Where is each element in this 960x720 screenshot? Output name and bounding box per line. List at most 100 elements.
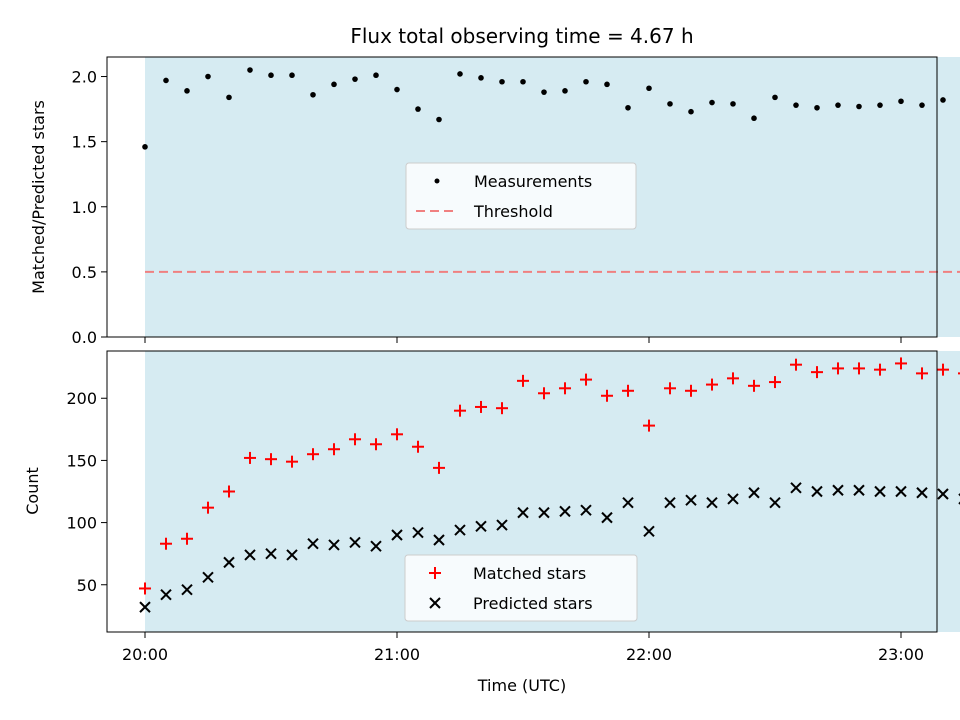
legend-predicted-label: Predicted stars xyxy=(473,594,593,613)
measurement-point xyxy=(667,101,673,107)
measurement-point xyxy=(625,104,631,111)
matched-star-point xyxy=(265,453,277,466)
predicted-star-point xyxy=(769,496,781,509)
matched-star-point xyxy=(706,378,718,391)
matched-star-point xyxy=(370,438,382,451)
predicted-star-point xyxy=(433,534,445,546)
y-tick-label: 2.0 xyxy=(72,68,97,87)
matched-star-point xyxy=(601,389,613,402)
predicted-star-point xyxy=(727,493,739,505)
matched-star-point xyxy=(454,404,466,417)
predicted-star-point xyxy=(874,485,886,498)
predicted-star-point xyxy=(685,494,697,506)
matched-star-point xyxy=(643,419,655,432)
y-tick-label: 1.0 xyxy=(72,198,97,217)
predicted-star-point xyxy=(391,529,403,541)
matched-star-point xyxy=(832,362,844,375)
measurement-point xyxy=(436,116,442,123)
predicted-star-point xyxy=(412,526,424,539)
measurement-point xyxy=(541,89,547,95)
measurement-point xyxy=(415,106,421,112)
measurement-point xyxy=(331,81,337,88)
legend-threshold-label: Threshold xyxy=(473,202,553,221)
matched-star-point xyxy=(937,363,949,376)
measurement-point xyxy=(709,99,715,106)
predicted-star-point xyxy=(265,547,277,560)
measurement-point xyxy=(898,98,904,105)
predicted-star-point xyxy=(286,549,298,561)
measurement-point xyxy=(394,86,400,93)
measurement-point xyxy=(877,102,883,108)
measurement-point xyxy=(919,102,925,108)
measurement-point xyxy=(730,101,736,107)
measurement-point xyxy=(499,78,505,85)
measurement-point xyxy=(457,71,463,77)
y-tick-label: 0.5 xyxy=(72,263,97,282)
matched-star-point xyxy=(559,382,571,395)
measurement-point xyxy=(940,97,946,103)
predicted-star-point xyxy=(349,536,361,549)
matched-star-point xyxy=(139,582,151,595)
measurement-point xyxy=(562,88,568,94)
matched-star-point xyxy=(811,366,823,379)
matched-star-point xyxy=(916,367,928,380)
matched-star-point xyxy=(538,387,550,400)
measurement-point xyxy=(310,91,316,98)
measurement-point xyxy=(688,108,694,115)
predicted-star-point xyxy=(643,525,655,537)
y-tick-label: 100 xyxy=(66,514,97,533)
measurement-point xyxy=(478,75,484,81)
measurement-point xyxy=(142,144,148,150)
top-plot-frame xyxy=(106,56,938,338)
predicted-star-point xyxy=(895,485,907,498)
measurement-point xyxy=(247,67,253,73)
matched-star-point xyxy=(412,440,424,453)
x-tick-label: 23:00 xyxy=(878,645,924,664)
x-axis-title: Time (UTC) xyxy=(477,676,566,695)
matched-star-point xyxy=(307,448,319,461)
predicted-star-point xyxy=(811,485,823,498)
predicted-star-point xyxy=(181,584,193,596)
measurement-point xyxy=(373,72,379,79)
x-tick-label: 20:00 xyxy=(122,645,168,664)
measurement-point xyxy=(352,76,358,82)
predicted-star-point xyxy=(370,540,382,552)
predicted-star-point xyxy=(517,506,529,519)
measurement-point xyxy=(793,102,799,108)
legend-measurements-marker xyxy=(434,178,440,184)
predicted-star-point xyxy=(706,496,718,509)
matched-star-point xyxy=(685,384,697,397)
matched-star-point xyxy=(349,433,361,446)
matched-star-point xyxy=(769,376,781,389)
predicted-star-point xyxy=(202,571,214,583)
measurement-point xyxy=(604,81,610,88)
predicted-star-point xyxy=(916,487,928,499)
measurement-point xyxy=(184,88,190,94)
predicted-star-point xyxy=(139,601,151,613)
matched-star-point xyxy=(748,379,760,392)
legend-measurements-label: Measurements xyxy=(474,172,592,191)
x-tick-label: 22:00 xyxy=(626,645,672,664)
matched-star-point xyxy=(580,373,592,386)
measurement-point xyxy=(268,72,274,79)
predicted-star-point xyxy=(559,505,571,518)
top-legend-box xyxy=(405,162,637,230)
y-tick-label: 150 xyxy=(66,451,97,470)
measurement-point xyxy=(163,77,169,84)
predicted-star-point xyxy=(223,556,235,569)
x-tick-label: 21:00 xyxy=(374,645,420,664)
predicted-star-point xyxy=(307,538,319,550)
matched-star-point xyxy=(727,372,739,385)
matched-star-point xyxy=(181,532,193,545)
matched-star-point xyxy=(517,374,529,387)
measurement-point xyxy=(205,73,211,80)
matched-star-point xyxy=(895,357,907,370)
top-ylabel: Matched/Predicted stars xyxy=(29,100,48,294)
matched-star-point xyxy=(874,363,886,376)
measurement-point xyxy=(856,103,862,110)
matched-star-point xyxy=(496,402,508,415)
top-legend: Measurements Threshold xyxy=(405,162,637,230)
measurement-point xyxy=(772,94,778,101)
predicted-star-point xyxy=(580,504,592,516)
